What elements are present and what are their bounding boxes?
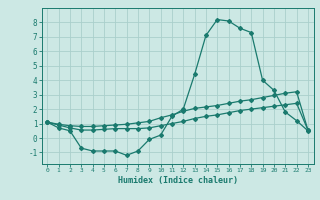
X-axis label: Humidex (Indice chaleur): Humidex (Indice chaleur) (118, 176, 237, 185)
